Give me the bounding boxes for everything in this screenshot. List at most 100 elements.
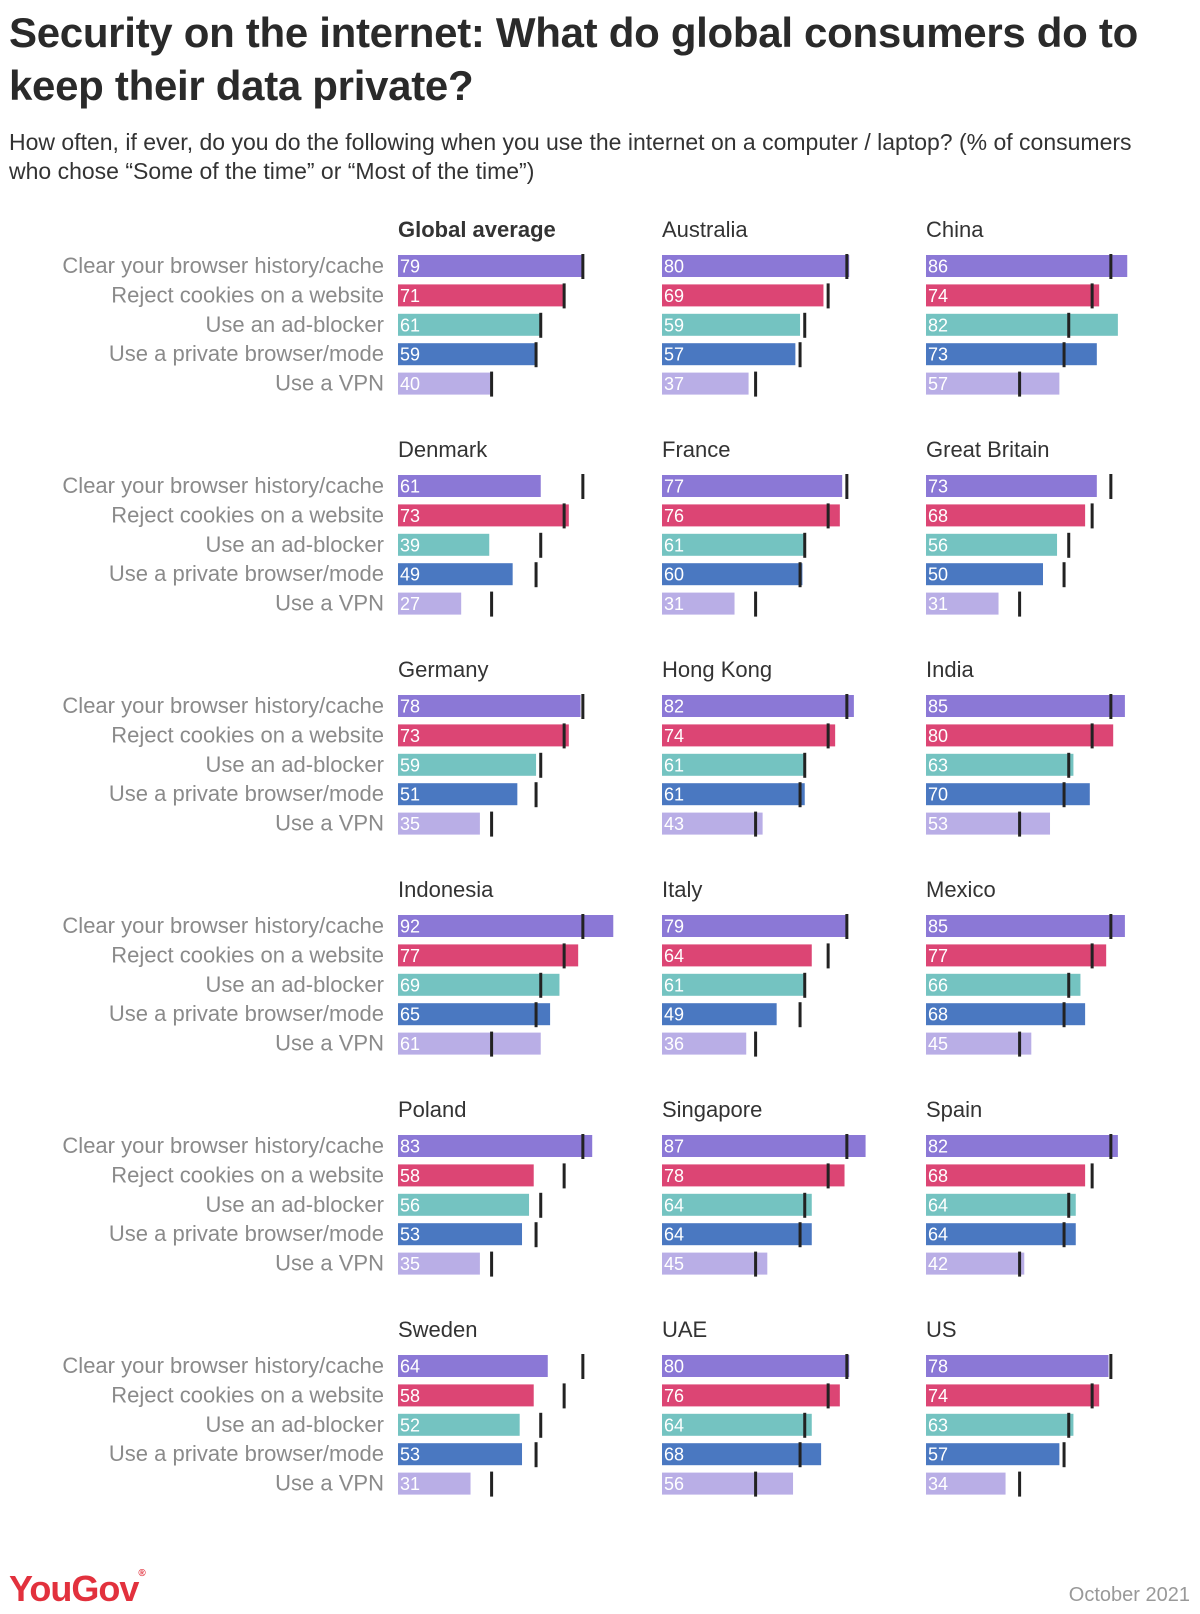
bar-reject-cookies-on-a-website [398,1384,534,1407]
global-average-marker [562,1383,566,1409]
global-average-marker [539,1412,543,1438]
bar-value-label: 56 [400,1195,420,1215]
bar-value-label: 70 [928,785,948,805]
bar-value-label: 53 [928,814,948,834]
bar-use-a-private-browser-mode [662,1223,812,1246]
global-average-marker [1018,1471,1022,1497]
bar-clear-your-browser-history-cache [398,695,581,717]
bar-value-label: 71 [400,286,420,306]
bar-value-label: 40 [400,374,420,394]
global-average-marker [490,811,494,837]
bar-value-label: 68 [928,506,948,526]
bar-use-an-ad-blocker [662,533,805,556]
bar-value-label: 49 [400,565,420,585]
bar-reject-cookies-on-a-website [398,284,565,307]
panel-title: US [926,1317,957,1342]
bar-use-a-vpn [926,1032,1032,1055]
bar-value-label: 77 [400,946,420,966]
global-average-marker [826,1383,830,1409]
bar-value-label: 61 [664,755,684,775]
footer-date: October 2021 [1068,1584,1190,1606]
bar-reject-cookies-on-a-website [662,284,824,307]
global-average-marker [798,1442,802,1468]
bar-value-label: 27 [400,594,420,614]
bar-clear-your-browser-history-cache [926,255,1128,277]
bar-value-label: 76 [664,506,684,526]
bar-value-label: 64 [928,1195,948,1215]
bar-value-label: 76 [664,1386,684,1406]
bar-value-label: 35 [400,814,420,834]
bar-clear-your-browser-history-cache [926,1355,1109,1377]
global-average-marker [803,312,807,338]
panel-china: China 86 74 82 73 57 [926,217,1128,397]
global-average-marker [1090,1383,1094,1409]
bar-value-label: 80 [664,1357,684,1377]
global-average-marker [826,943,830,969]
global-average-marker [754,811,758,837]
panel-mexico: Mexico 85 77 66 68 45 [926,877,1125,1057]
bar-use-a-vpn [398,1252,480,1275]
bar-value-label: 42 [928,1254,948,1274]
logo-text: YouGov [9,1568,139,1609]
global-average-marker [562,283,566,309]
global-average-marker [754,1251,758,1277]
bar-clear-your-browser-history-cache [926,1135,1118,1157]
category-label-reject-cookies-on-a-website: Reject cookies on a website [111,722,384,747]
global-average-marker [534,782,538,808]
global-average-marker [1062,342,1066,368]
bar-use-a-private-browser-mode [926,1223,1076,1246]
bar-value-label: 85 [928,917,948,937]
bar-value-label: 50 [928,565,948,585]
category-label-reject-cookies-on-a-website: Reject cookies on a website [111,1382,384,1407]
bar-reject-cookies-on-a-website [662,944,812,967]
bar-reject-cookies-on-a-website [926,724,1114,747]
global-average-marker [1067,532,1071,558]
bar-value-label: 82 [928,315,948,335]
global-average-marker [798,1002,802,1028]
bar-reject-cookies-on-a-website [662,1384,840,1407]
bar-use-a-vpn [662,372,749,395]
bar-value-label: 80 [928,726,948,746]
global-average-marker [803,1192,807,1218]
panel-sweden: Sweden Clear your browser history/cache Re… [62,1317,585,1497]
bar-value-label: 57 [664,345,684,365]
panel-france: France 77 76 61 60 31 [662,437,849,617]
bar-reject-cookies-on-a-website [398,724,569,747]
bar-value-label: 58 [400,1166,420,1186]
bar-value-label: 86 [928,257,948,277]
bar-value-label: 39 [400,535,420,555]
global-average-marker [1109,474,1113,499]
category-label-clear-your-browser-history-cache: Clear your browser history/cache [62,1133,384,1158]
global-average-marker [754,1031,758,1057]
bar-use-a-vpn [926,592,999,615]
global-average-marker [539,532,543,558]
global-average-marker [1067,752,1071,778]
bar-value-label: 45 [928,1034,948,1054]
bar-value-label: 83 [400,1137,420,1157]
panel-title: Australia [662,217,748,242]
bar-value-label: 34 [928,1474,948,1494]
global-average-marker [1062,562,1066,588]
bar-value-label: 37 [664,374,684,394]
bar-value-label: 68 [928,1005,948,1025]
bar-value-label: 60 [664,565,684,585]
bar-value-label: 61 [664,975,684,995]
category-label-use-an-ad-blocker: Use an ad-blocker [205,1412,384,1437]
bar-value-label: 59 [400,345,420,365]
bar-reject-cookies-on-a-website [926,504,1086,527]
global-average-marker [490,1471,494,1497]
bar-value-label: 78 [928,1357,948,1377]
bar-value-label: 87 [664,1137,684,1157]
global-average-marker [1067,972,1071,998]
global-average-marker [826,1163,830,1189]
bar-value-label: 82 [928,1137,948,1157]
panel-title: Indonesia [398,877,494,902]
global-average-marker [845,914,849,939]
bar-clear-your-browser-history-cache [926,695,1125,717]
bar-use-a-private-browser-mode [662,563,803,586]
category-label-use-an-ad-blocker: Use an ad-blocker [205,752,384,777]
bar-value-label: 69 [400,975,420,995]
global-average-marker [581,914,585,939]
global-average-marker [803,532,807,558]
bar-use-an-ad-blocker [398,973,560,996]
